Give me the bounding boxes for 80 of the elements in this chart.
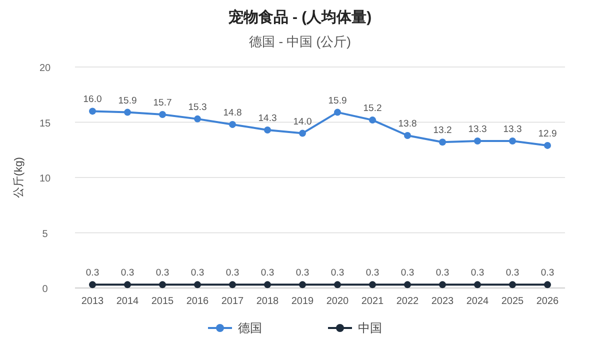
point [124, 108, 131, 116]
point [334, 281, 341, 288]
data-label: 0.3 [190, 268, 204, 279]
x-tick-label: 2017 [221, 296, 244, 307]
point [89, 108, 96, 115]
legend-label: 德国 [238, 321, 262, 335]
point [404, 281, 411, 288]
x-tick-label: 2015 [151, 296, 174, 307]
y-tick-label: 15 [39, 118, 51, 130]
data-label: 13.3 [503, 124, 522, 136]
x-tick-label: 2016 [186, 296, 210, 307]
point [404, 132, 411, 140]
data-label: 0.3 [120, 268, 134, 279]
point [474, 138, 481, 145]
data-label: 15.2 [363, 103, 382, 114]
data-label: 13.3 [468, 124, 487, 136]
x-tick-label: 2025 [501, 296, 524, 307]
data-label: 0.3 [366, 268, 380, 279]
point [299, 130, 306, 137]
point [509, 138, 516, 145]
x-tick-label: 2022 [396, 296, 420, 307]
data-label: 0.3 [506, 268, 520, 279]
point [369, 281, 376, 288]
point [194, 115, 201, 122]
point [474, 281, 481, 288]
point [229, 120, 236, 128]
y-tick-label: 5 [42, 228, 48, 240]
point [544, 281, 551, 288]
data-label: 0.3 [400, 268, 414, 279]
y-tick-label: 10 [39, 174, 51, 184]
title: 宠物食品 - (人均体量) [228, 9, 372, 26]
data-label: 15.9 [328, 95, 347, 106]
point [229, 281, 236, 288]
data-label: 0.3 [156, 268, 170, 279]
data-label: 14.3 [258, 112, 277, 124]
data-label: 12.9 [538, 128, 557, 140]
y-axis-title: 公斤(kg) [12, 157, 25, 198]
point [194, 281, 201, 288]
subtitle: 德国 - 中国 (公斤) [249, 34, 351, 49]
x-tick-label: 2023 [431, 296, 454, 307]
data-label: 0.3 [86, 268, 100, 279]
y-tick-label: 20 [39, 63, 51, 74]
point [124, 281, 131, 288]
x-tick-label: 2018 [256, 296, 280, 307]
point [509, 281, 516, 288]
legend-label: 中国 [358, 321, 382, 335]
x-tick-label: 2026 [536, 296, 560, 307]
data-label: 14.0 [293, 116, 312, 128]
data-label: 0.3 [296, 268, 310, 279]
data-label: 16.0 [83, 94, 102, 106]
x-tick-label: 2019 [291, 296, 314, 307]
point [299, 281, 306, 288]
data-label: 13.8 [398, 118, 417, 130]
point [159, 281, 166, 288]
data-label: 0.3 [470, 268, 484, 279]
data-label: 15.9 [118, 95, 137, 106]
data-label: 15.7 [153, 98, 172, 109]
x-tick-label: 2020 [326, 296, 350, 307]
x-tick-label: 2021 [361, 296, 384, 307]
x-tick-label: 2014 [116, 296, 140, 307]
y-tick-label: 0 [42, 284, 48, 295]
point [334, 108, 341, 116]
point [439, 281, 446, 288]
point [264, 126, 271, 134]
data-label: 0.3 [436, 268, 450, 279]
data-label: 0.3 [260, 268, 274, 279]
data-label: 14.8 [223, 107, 242, 118]
x-tick-label: 2024 [466, 296, 490, 307]
data-label: 13.2 [433, 125, 452, 136]
data-label: 0.3 [330, 268, 344, 279]
point [264, 281, 271, 288]
x-tick-label: 2013 [81, 296, 104, 307]
point [369, 116, 376, 124]
data-label: 0.3 [540, 268, 554, 279]
point [544, 142, 551, 149]
point [89, 281, 96, 288]
data-label: 15.3 [188, 102, 207, 113]
data-label: 0.3 [226, 268, 240, 279]
point [439, 138, 446, 146]
point [159, 111, 166, 118]
